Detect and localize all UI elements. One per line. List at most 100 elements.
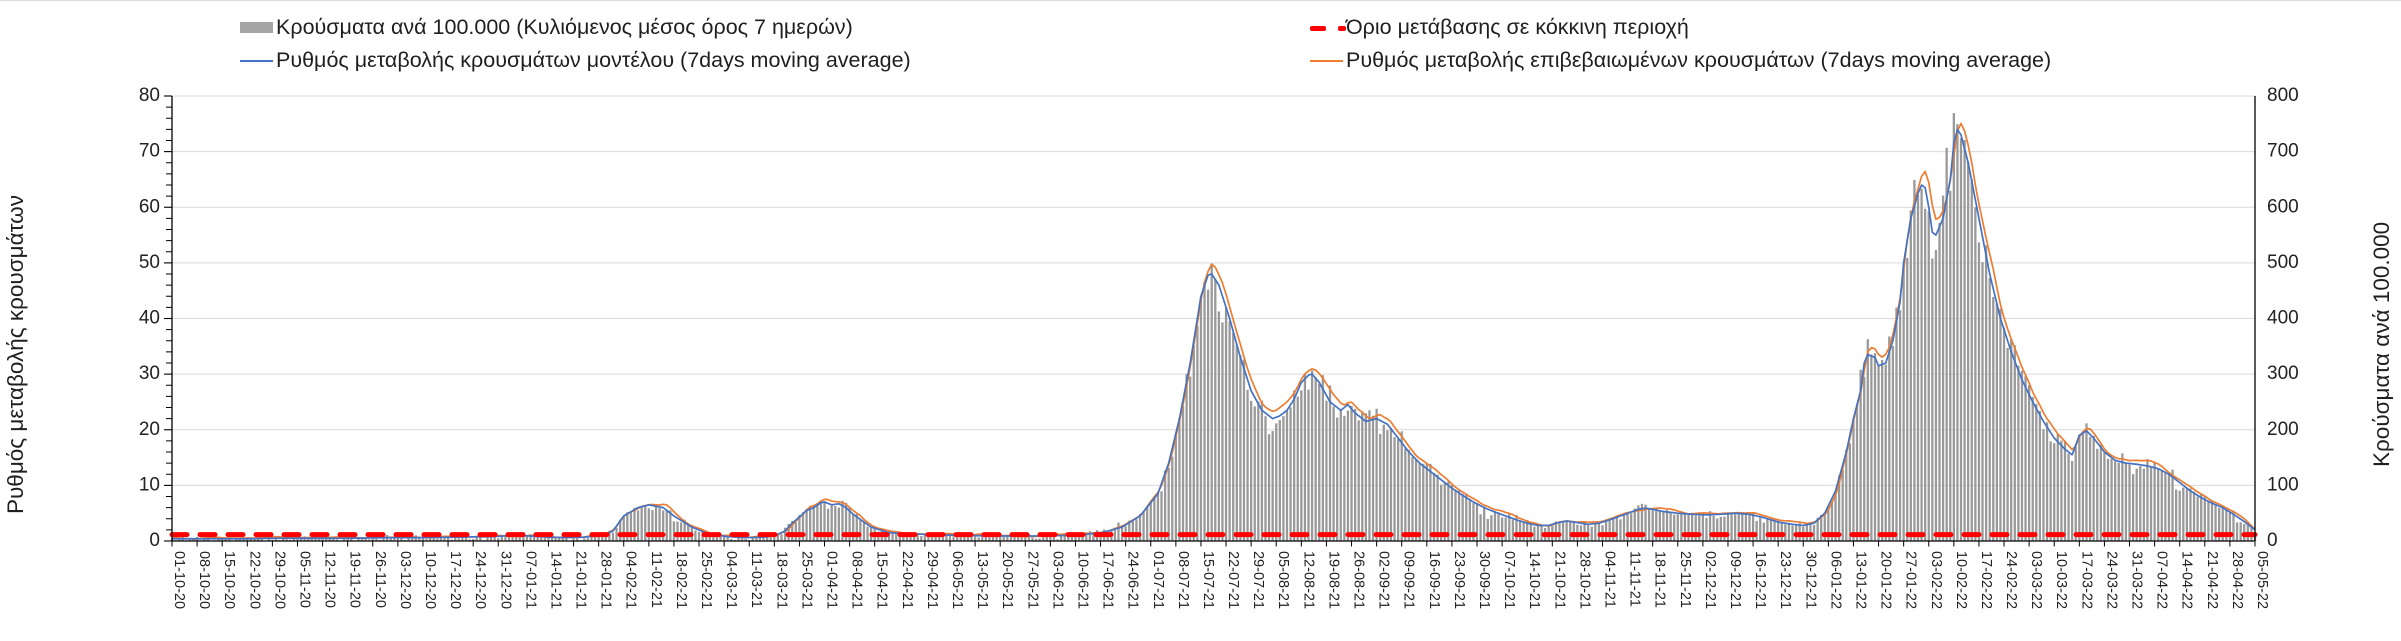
svg-text:08-07-21: 08-07-21 bbox=[1175, 551, 1191, 609]
svg-text:15-10-20: 15-10-20 bbox=[221, 551, 237, 609]
svg-text:18-02-21: 18-02-21 bbox=[673, 551, 689, 609]
svg-text:24-06-21: 24-06-21 bbox=[1125, 551, 1141, 609]
svg-text:17-06-21: 17-06-21 bbox=[1100, 551, 1116, 609]
svg-text:27-05-21: 27-05-21 bbox=[1024, 551, 1040, 609]
svg-text:27-01-22: 27-01-22 bbox=[1903, 551, 1919, 609]
svg-text:70: 70 bbox=[139, 141, 160, 162]
svg-text:21-04-22: 21-04-22 bbox=[2204, 551, 2220, 609]
svg-text:18-03-21: 18-03-21 bbox=[773, 551, 789, 609]
svg-text:15-07-21: 15-07-21 bbox=[1200, 551, 1216, 609]
svg-text:100: 100 bbox=[2267, 474, 2299, 495]
svg-text:28-10-21: 28-10-21 bbox=[1576, 551, 1592, 609]
svg-text:0: 0 bbox=[149, 530, 160, 551]
svg-text:11-02-21: 11-02-21 bbox=[648, 551, 664, 608]
svg-text:02-09-21: 02-09-21 bbox=[1376, 551, 1392, 609]
svg-text:22-07-21: 22-07-21 bbox=[1225, 551, 1241, 609]
svg-text:23-12-21: 23-12-21 bbox=[1777, 551, 1793, 609]
svg-text:19-11-20: 19-11-20 bbox=[347, 551, 363, 608]
svg-text:28-04-22: 28-04-22 bbox=[2229, 551, 2245, 609]
svg-text:12-08-21: 12-08-21 bbox=[1300, 551, 1316, 609]
svg-text:14-04-22: 14-04-22 bbox=[2179, 551, 2195, 609]
svg-text:04-02-21: 04-02-21 bbox=[623, 551, 639, 609]
svg-text:30-09-21: 30-09-21 bbox=[1476, 551, 1492, 609]
svg-text:20-01-22: 20-01-22 bbox=[1878, 551, 1894, 609]
svg-text:22-04-21: 22-04-21 bbox=[899, 551, 915, 609]
svg-text:09-12-21: 09-12-21 bbox=[1727, 551, 1743, 609]
svg-text:29-07-21: 29-07-21 bbox=[1250, 551, 1266, 609]
svg-text:05-05-22: 05-05-22 bbox=[2254, 551, 2270, 609]
svg-text:17-02-22: 17-02-22 bbox=[1978, 551, 1994, 609]
svg-text:07-04-22: 07-04-22 bbox=[2154, 551, 2170, 609]
svg-text:05-11-20: 05-11-20 bbox=[296, 551, 312, 608]
svg-text:20-05-21: 20-05-21 bbox=[999, 551, 1015, 609]
svg-text:06-05-21: 06-05-21 bbox=[949, 551, 965, 609]
svg-text:02-12-21: 02-12-21 bbox=[1702, 551, 1718, 609]
svg-text:400: 400 bbox=[2267, 308, 2299, 329]
svg-text:01-04-21: 01-04-21 bbox=[824, 551, 840, 609]
svg-text:25-03-21: 25-03-21 bbox=[798, 551, 814, 609]
svg-text:08-10-20: 08-10-20 bbox=[196, 551, 212, 609]
svg-text:01-10-20: 01-10-20 bbox=[171, 551, 187, 609]
svg-text:21-01-21: 21-01-21 bbox=[573, 551, 589, 609]
svg-text:07-01-21: 07-01-21 bbox=[522, 551, 538, 609]
svg-text:17-03-22: 17-03-22 bbox=[2078, 551, 2094, 609]
svg-text:24-03-22: 24-03-22 bbox=[2103, 551, 2119, 609]
svg-text:10-12-20: 10-12-20 bbox=[422, 551, 438, 609]
svg-text:60: 60 bbox=[139, 196, 160, 217]
svg-text:03-12-20: 03-12-20 bbox=[397, 551, 413, 609]
svg-text:07-10-21: 07-10-21 bbox=[1501, 551, 1517, 609]
svg-text:23-09-21: 23-09-21 bbox=[1451, 551, 1467, 609]
svg-text:01-07-21: 01-07-21 bbox=[1150, 551, 1166, 609]
svg-text:200: 200 bbox=[2267, 419, 2299, 440]
svg-text:21-10-21: 21-10-21 bbox=[1551, 551, 1567, 609]
svg-text:600: 600 bbox=[2267, 196, 2299, 217]
svg-text:30: 30 bbox=[139, 363, 160, 384]
svg-text:03-02-22: 03-02-22 bbox=[1928, 551, 1944, 609]
svg-text:16-12-21: 16-12-21 bbox=[1752, 551, 1768, 609]
svg-text:17-12-20: 17-12-20 bbox=[447, 551, 463, 609]
svg-text:0: 0 bbox=[2267, 530, 2278, 551]
svg-text:13-01-22: 13-01-22 bbox=[1852, 551, 1868, 609]
svg-text:500: 500 bbox=[2267, 252, 2299, 273]
svg-text:50: 50 bbox=[139, 252, 160, 273]
svg-text:26-08-21: 26-08-21 bbox=[1351, 551, 1367, 609]
svg-text:28-01-21: 28-01-21 bbox=[598, 551, 614, 609]
svg-text:14-01-21: 14-01-21 bbox=[547, 551, 563, 609]
svg-text:04-11-21: 04-11-21 bbox=[1601, 551, 1617, 608]
svg-text:26-11-20: 26-11-20 bbox=[372, 551, 388, 608]
svg-text:04-03-21: 04-03-21 bbox=[723, 551, 739, 609]
svg-text:11-11-21: 11-11-21 bbox=[1627, 551, 1643, 607]
svg-text:31-12-20: 31-12-20 bbox=[497, 551, 513, 609]
svg-text:14-10-21: 14-10-21 bbox=[1526, 551, 1542, 609]
svg-text:29-04-21: 29-04-21 bbox=[924, 551, 940, 609]
svg-text:10-03-22: 10-03-22 bbox=[2053, 551, 2069, 609]
svg-text:30-12-21: 30-12-21 bbox=[1802, 551, 1818, 609]
svg-text:20: 20 bbox=[139, 419, 160, 440]
svg-text:16-09-21: 16-09-21 bbox=[1426, 551, 1442, 609]
svg-text:18-11-21: 18-11-21 bbox=[1652, 551, 1668, 608]
svg-text:15-04-21: 15-04-21 bbox=[874, 551, 890, 609]
svg-text:22-10-20: 22-10-20 bbox=[246, 551, 262, 609]
svg-text:11-03-21: 11-03-21 bbox=[748, 551, 764, 608]
svg-text:09-09-21: 09-09-21 bbox=[1401, 551, 1417, 609]
svg-text:08-04-21: 08-04-21 bbox=[849, 551, 865, 609]
svg-text:700: 700 bbox=[2267, 141, 2299, 162]
svg-text:19-08-21: 19-08-21 bbox=[1325, 551, 1341, 609]
svg-text:40: 40 bbox=[139, 308, 160, 329]
svg-text:24-12-20: 24-12-20 bbox=[472, 551, 488, 609]
svg-text:12-11-20: 12-11-20 bbox=[322, 551, 338, 608]
svg-text:80: 80 bbox=[139, 85, 160, 106]
svg-text:06-01-22: 06-01-22 bbox=[1827, 551, 1843, 609]
svg-text:10: 10 bbox=[139, 474, 160, 495]
svg-text:800: 800 bbox=[2267, 85, 2299, 106]
svg-text:24-02-22: 24-02-22 bbox=[2003, 551, 2019, 609]
svg-text:31-03-22: 31-03-22 bbox=[2129, 551, 2145, 609]
svg-text:03-06-21: 03-06-21 bbox=[1049, 551, 1065, 609]
svg-text:300: 300 bbox=[2267, 363, 2299, 384]
svg-text:29-10-20: 29-10-20 bbox=[271, 551, 287, 609]
svg-text:03-03-22: 03-03-22 bbox=[2028, 551, 2044, 609]
svg-text:13-05-21: 13-05-21 bbox=[974, 551, 990, 609]
svg-text:10-06-21: 10-06-21 bbox=[1074, 551, 1090, 609]
svg-text:25-02-21: 25-02-21 bbox=[698, 551, 714, 609]
svg-text:25-11-21: 25-11-21 bbox=[1677, 551, 1693, 608]
